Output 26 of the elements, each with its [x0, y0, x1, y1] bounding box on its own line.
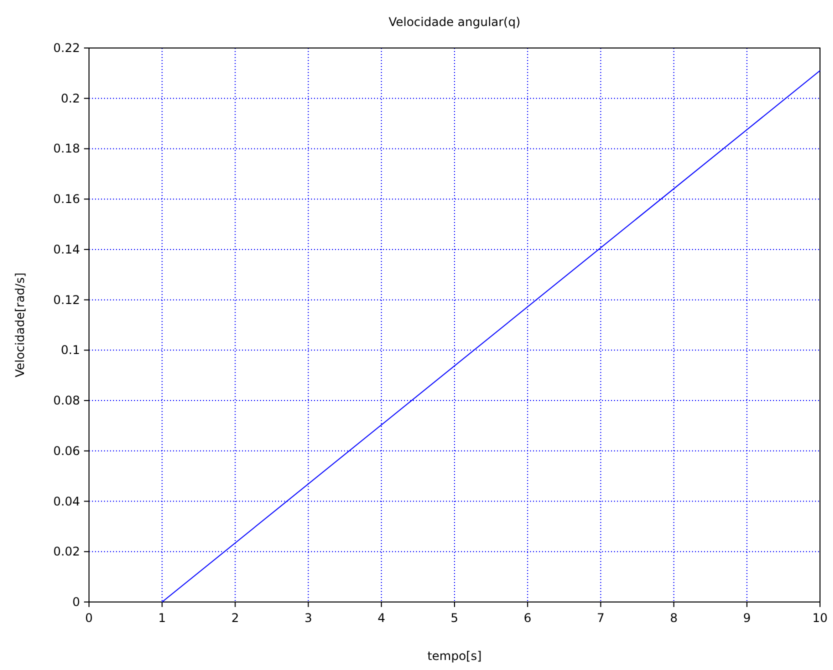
y-tick-label: 0.12 [53, 292, 80, 307]
x-tick-label: 6 [524, 611, 532, 625]
y-tick-label: 0.06 [53, 444, 80, 458]
x-tick-label: 1 [158, 611, 166, 625]
x-tick-label: 8 [670, 611, 678, 625]
y-axis-title: Velocidade[rad/s] [13, 272, 27, 378]
y-tick-label: 0 [72, 595, 80, 609]
y-tick-label: 0.16 [53, 192, 80, 206]
y-tick-label: 0.04 [53, 494, 80, 508]
x-tick-label: 4 [378, 611, 386, 625]
y-tick-label: 0.14 [53, 242, 80, 256]
chart-title: Velocidade angular(q) [388, 15, 520, 29]
x-tick-label: 0 [85, 611, 93, 625]
y-tick-label: 0.08 [53, 394, 80, 408]
x-tick-label: 7 [596, 611, 605, 625]
y-tick-label: 0.02 [53, 544, 80, 559]
y-tick-label: 0.22 [53, 41, 80, 55]
y-tick-label: 0.1 [60, 343, 80, 358]
x-tick-label: 2 [231, 611, 240, 625]
x-tick-label: 10 [812, 611, 828, 625]
y-tick-label: 0.18 [53, 142, 80, 156]
x-axis-title: tempo[s] [427, 649, 482, 663]
x-tick-label: 3 [304, 611, 312, 625]
y-tick-label: 0.2 [60, 91, 80, 106]
x-tick-label: 5 [450, 611, 458, 625]
x-tick-label: 9 [743, 611, 751, 625]
